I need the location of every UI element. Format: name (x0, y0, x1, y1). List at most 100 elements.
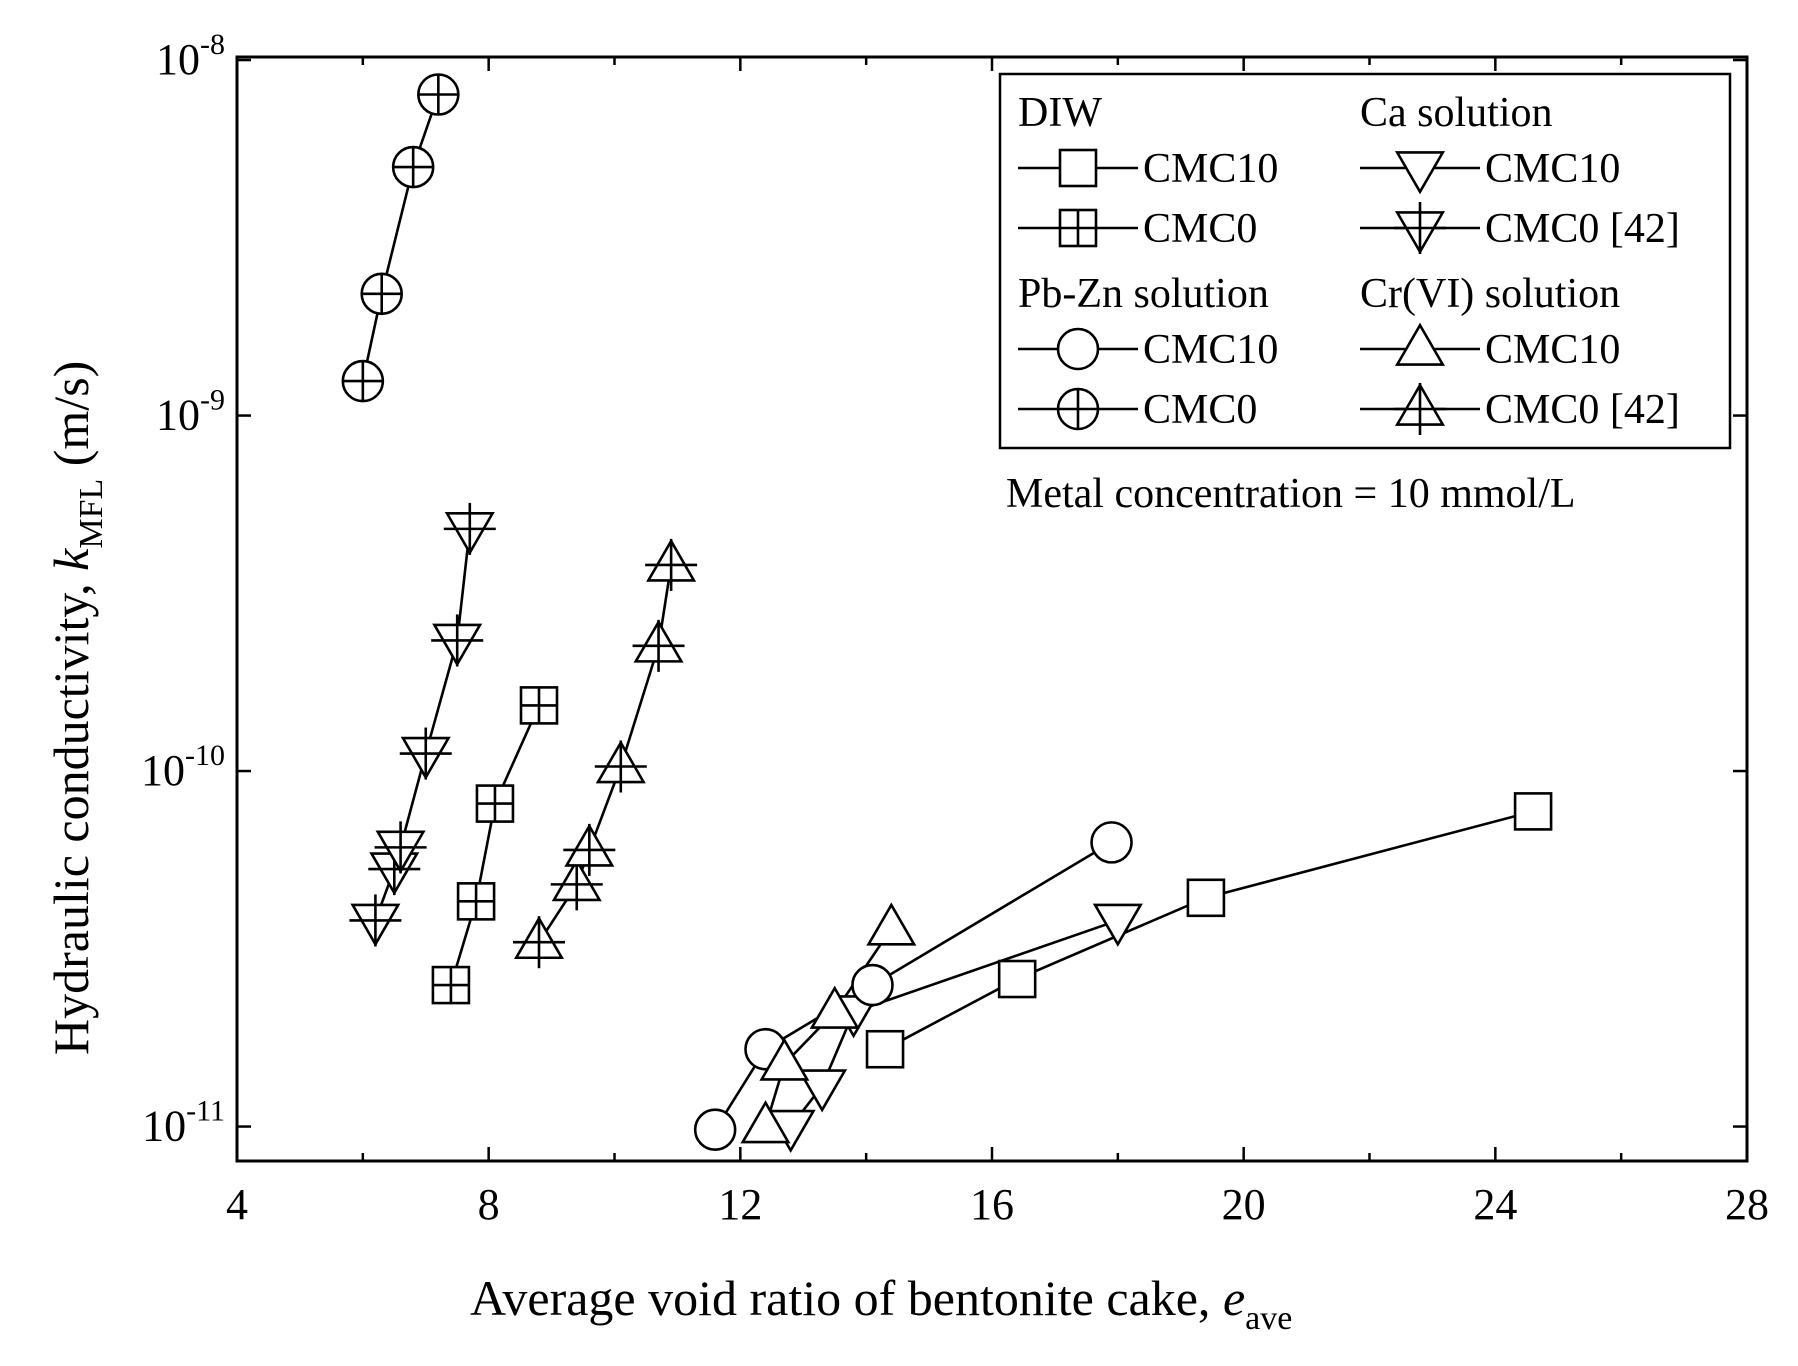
y-tick-label: 10-8 (156, 28, 225, 84)
marker-triangle-up (809, 985, 860, 1029)
marker-square-plus (431, 965, 471, 1005)
marker-circle-plus (341, 359, 385, 403)
legend-group-title: Ca solution (1360, 90, 1553, 136)
marker-square-plus (475, 784, 515, 823)
x-tick-label: 28 (1725, 1180, 1769, 1229)
legend-entry-label: CMC0 (1143, 387, 1257, 433)
marker-triangle-up-shape (740, 1100, 791, 1144)
marker-triangle-down-plus (431, 614, 484, 667)
y-axis-title-symbol: k (43, 548, 99, 571)
marker-triangle-down-shape (1394, 151, 1446, 195)
marker-triangle-down-plus (374, 821, 427, 874)
legend-group-title: DIW (1018, 90, 1102, 136)
legend-group-title: Cr(VI) solution (1360, 271, 1620, 317)
legend-entry-label: CMC0 [42] (1485, 206, 1680, 252)
marker-square-plus (1058, 208, 1098, 248)
x-axis-title-symbol: e (1223, 1270, 1245, 1326)
legend-group-title: Pb-Zn solution (1018, 271, 1269, 317)
y-axis-title-text: Hydraulic conductivity, (43, 571, 99, 1055)
y-tick-label: 10-10 (141, 739, 225, 795)
marker-triangle-down (797, 1069, 848, 1113)
marker-square-shape (1058, 148, 1098, 188)
marker-circle-shape (1056, 327, 1100, 371)
metal-concentration-annotation: Metal concentration = 10 mmol/L (1006, 471, 1576, 517)
marker-triangle-up-plus (1394, 382, 1446, 435)
marker-circle (1090, 821, 1133, 864)
marker-square (1058, 148, 1098, 188)
series-line-triangle-down (789, 919, 1119, 1128)
legend-entry-label: CMC10 (1143, 327, 1278, 373)
marker-triangle-down-plus (1394, 202, 1446, 255)
x-axis-title-text: Average void ratio of bentonite cake, (470, 1270, 1223, 1326)
marker-triangle-down-shape (1092, 903, 1143, 947)
x-tick-label: 8 (478, 1180, 500, 1229)
marker-circle-shape (693, 1108, 737, 1151)
marker-triangle-up-plus (513, 915, 565, 969)
marker-square-shape (1186, 878, 1226, 918)
y-axis-title-subscript: MFL (73, 479, 110, 549)
legend-entry-label: CMC0 [42] (1485, 387, 1680, 433)
marker-triangle-up-plus (594, 740, 647, 793)
series-line-square-plus (449, 704, 541, 986)
marker-triangle-up-shape (809, 985, 860, 1029)
marker-triangle-down-plus (349, 894, 402, 947)
marker-triangle-up-shape (1394, 322, 1446, 366)
marker-circle (693, 1108, 737, 1151)
marker-triangle-up-shape (759, 1037, 810, 1081)
legend-entry-label: CMC10 (1485, 146, 1620, 192)
marker-circle-shape (851, 963, 894, 1007)
marker-triangle-down (1394, 151, 1446, 195)
marker-square (1513, 792, 1553, 831)
y-tick-label: 10-11 (142, 1095, 225, 1151)
marker-triangle-up (740, 1100, 791, 1144)
marker-square-plus (456, 882, 496, 921)
marker-square-shape (1513, 792, 1553, 831)
series-line-square (884, 810, 1534, 1051)
marker-triangle-up-plus (632, 619, 685, 672)
x-tick-label: 16 (970, 1180, 1014, 1229)
marker-square (997, 959, 1037, 999)
marker-triangle-up-plus (550, 857, 603, 911)
y-axis-title: Hydraulic conductivity, kMFL (m/s) (43, 361, 110, 1055)
marker-triangle-down-plus (399, 727, 452, 780)
marker-triangle-down-plus (443, 502, 496, 556)
series-lines-layer (361, 94, 1534, 1131)
marker-triangle-up-plus (563, 823, 616, 876)
marker-square (1186, 878, 1226, 918)
marker-circle-plus (360, 272, 404, 316)
x-tick-label: 20 (1222, 1180, 1266, 1229)
legend-entry-label: CMC10 (1143, 146, 1278, 192)
marker-triangle-down-shape (797, 1069, 848, 1113)
y-axis-title-unit: (m/s) (43, 361, 99, 479)
x-axis-title-subscript: ave (1245, 1300, 1292, 1337)
marker-triangle-down (1092, 903, 1143, 947)
series-line-circle-plus (361, 94, 440, 382)
marker-circle (851, 963, 894, 1007)
x-tick-label: 24 (1473, 1180, 1517, 1229)
legend: DIW CMC10 CMC0 Ca solution CMC10 CMC0 [42] Pb-… (1018, 90, 1680, 435)
marker-circle-shape (1090, 821, 1133, 864)
marker-triangle-up (759, 1037, 810, 1081)
marker-circle-plus (391, 145, 435, 189)
ticks-layer: 4 8 12 16 20 24 28 10-11 10-10 10-9 10-8 (141, 28, 1769, 1229)
x-axis-title: Average void ratio of bentonite cake, ea… (470, 1270, 1292, 1337)
x-tick-label: 12 (718, 1180, 762, 1229)
marker-triangle-up-shape (866, 902, 917, 946)
marker-triangle-up-plus (645, 538, 698, 591)
legend-entry-label: CMC10 (1485, 327, 1620, 373)
markers-layer (341, 73, 1553, 1153)
marker-triangle-up (866, 902, 917, 946)
marker-square-plus (519, 686, 559, 725)
y-tick-label: 10-9 (156, 384, 225, 440)
marker-triangle-up (1394, 322, 1446, 366)
legend-entry-label: CMC0 (1143, 206, 1257, 252)
marker-circle-plus (417, 73, 460, 116)
marker-square (865, 1029, 905, 1069)
marker-square-shape (865, 1029, 905, 1069)
marker-square-shape (997, 959, 1037, 999)
series-line-circle (714, 841, 1113, 1131)
marker-circle (1056, 327, 1100, 371)
x-tick-label: 4 (226, 1180, 248, 1229)
